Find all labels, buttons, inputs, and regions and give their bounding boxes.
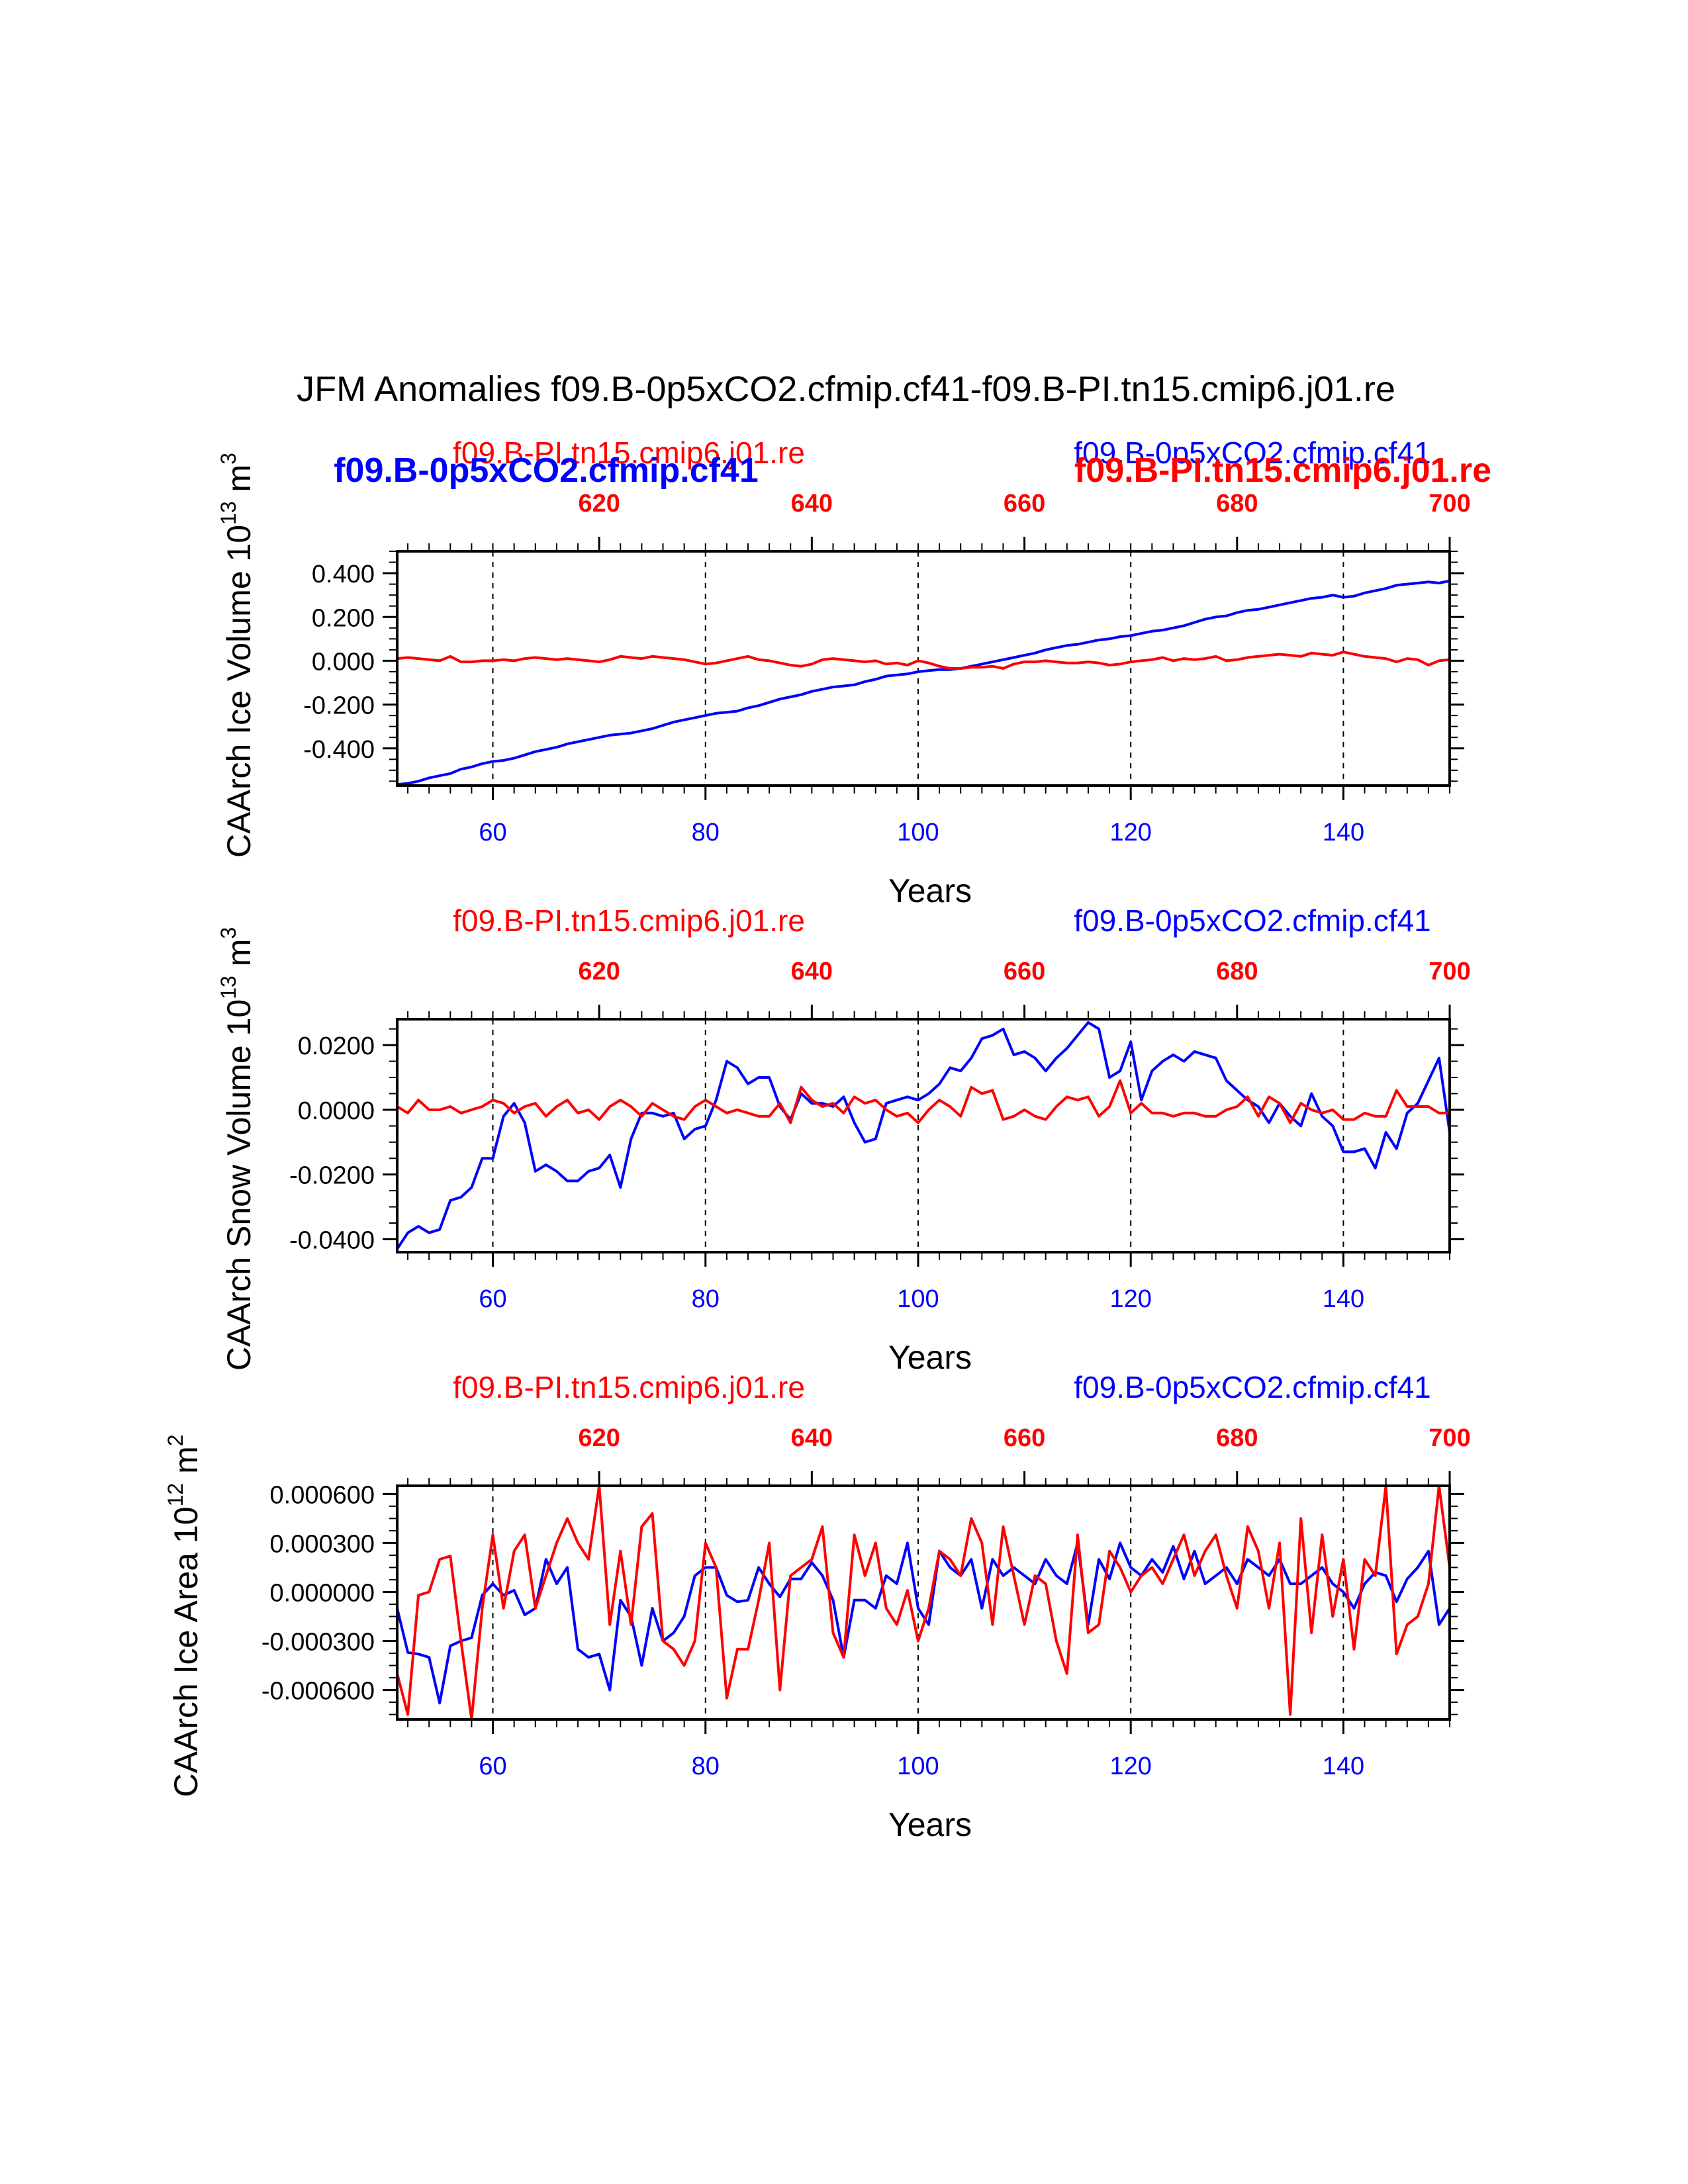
top-x-tick-label: 620 xyxy=(578,958,620,985)
panel-ice-volume: -0.400 -0.200 0.000 0.200 0.400 60 80 100 120 140… xyxy=(216,435,1491,909)
plot-frame xyxy=(396,1018,1451,1253)
y-axis-title-part: CAArch Ice Area 10 xyxy=(167,1506,205,1797)
x-axis-title: Years xyxy=(888,872,972,909)
y-tick-label: 0.000000 xyxy=(270,1579,375,1607)
x-axis-title: Years xyxy=(888,1339,972,1376)
top-x-tick-label: 680 xyxy=(1216,490,1258,518)
y-axis-title: CAArch Ice Volume 1013 m3 xyxy=(216,453,258,858)
top-x-tick-label: 640 xyxy=(791,1424,833,1452)
x-axis-title: Years xyxy=(888,1806,972,1843)
series-line-control xyxy=(397,1486,1450,1719)
panel-snow-volume: -0.0400 -0.0200 0.0000 0.0200 60 80 100 120 140 6… xyxy=(216,903,1471,1376)
x-tick-label: 60 xyxy=(479,1285,506,1313)
control-legend-bold: f09.B-PI.tn15.cmip6.j01.re xyxy=(1074,451,1491,490)
y-tick-label: 0.000 xyxy=(312,648,375,676)
top-x-tick-label: 620 xyxy=(578,490,620,518)
panel-ice-area: -0.000600 -0.000300 0.000000 0.000300 0.0006… xyxy=(164,1370,1471,1843)
y-axis-title-part: CAArch Snow Volume 10 xyxy=(220,999,258,1371)
top-x-tick-label: 680 xyxy=(1216,958,1258,985)
y-tick-label: 0.200 xyxy=(312,604,375,632)
x-tick-label: 140 xyxy=(1323,1752,1364,1780)
y-axis-title-part: m xyxy=(220,465,258,502)
y-tick-label: -0.0200 xyxy=(289,1162,375,1190)
case-series-label: f09.B-0p5xCO2.cfmip.cf41 xyxy=(1074,903,1430,938)
plot-frame xyxy=(396,550,1451,787)
x-tick-label: 120 xyxy=(1109,819,1151,846)
top-x-tick-label: 640 xyxy=(791,490,833,518)
case-series-label: f09.B-0p5xCO2.cfmip.cf41 xyxy=(1074,1370,1430,1404)
x-tick-label: 140 xyxy=(1323,819,1364,846)
control-series-label: f09.B-PI.tn15.cmip6.j01.re xyxy=(453,903,805,938)
case-series-label: f09.B-0p5xCO2.cfmip.cf41 xyxy=(1074,435,1430,470)
y-tick-label: -0.400 xyxy=(303,736,375,764)
x-tick-label: 80 xyxy=(692,819,720,846)
x-tick-label: 120 xyxy=(1109,1752,1151,1780)
plot-frame xyxy=(396,1484,1451,1721)
series-line-case xyxy=(397,1021,1450,1250)
y-tick-label: 0.000300 xyxy=(270,1530,375,1558)
y-axis-title: CAArch Snow Volume 1013 m3 xyxy=(216,927,258,1371)
y-axis-title-part: 12 xyxy=(164,1483,187,1507)
y-axis-title-part: 3 xyxy=(216,927,240,939)
top-x-tick-label: 660 xyxy=(1004,490,1045,518)
x-tick-label: 120 xyxy=(1109,1285,1151,1313)
x-tick-label: 80 xyxy=(692,1752,720,1780)
top-x-tick-label: 640 xyxy=(791,958,833,985)
top-x-tick-label: 700 xyxy=(1429,1424,1470,1452)
y-tick-label: -0.0400 xyxy=(289,1226,375,1254)
control-series-label: f09.B-PI.tn15.cmip6.j01.re xyxy=(453,1370,805,1404)
x-tick-label: 100 xyxy=(897,819,939,846)
series-line-control xyxy=(397,651,1450,670)
top-x-tick-label: 660 xyxy=(1004,958,1045,985)
x-tick-label: 100 xyxy=(897,1752,939,1780)
y-axis-title-part: 13 xyxy=(216,976,240,999)
top-x-tick-label: 660 xyxy=(1004,1424,1045,1452)
x-tick-label: 140 xyxy=(1323,1285,1364,1313)
x-tick-label: 80 xyxy=(692,1285,720,1313)
y-tick-label: 0.0000 xyxy=(298,1097,375,1125)
y-axis-title-part: 2 xyxy=(164,1434,187,1446)
top-x-tick-label: 700 xyxy=(1429,958,1470,985)
top-x-tick-label: 620 xyxy=(578,1424,620,1452)
y-axis-title-part: 3 xyxy=(216,453,240,465)
y-axis-title-part: m xyxy=(220,939,258,976)
y-tick-label: 0.400 xyxy=(312,561,375,588)
top-x-tick-label: 700 xyxy=(1429,490,1470,518)
top-x-tick-label: 680 xyxy=(1216,1424,1258,1452)
y-tick-label: 0.0200 xyxy=(298,1032,375,1060)
y-axis-title: CAArch Ice Area 1012 m2 xyxy=(164,1434,205,1797)
y-axis-title-part: m xyxy=(167,1446,205,1483)
y-tick-label: -0.000600 xyxy=(261,1678,375,1706)
y-tick-label: 0.000600 xyxy=(270,1481,375,1509)
x-tick-label: 100 xyxy=(897,1285,939,1313)
control-series-label: f09.B-PI.tn15.cmip6.j01.re xyxy=(453,435,805,470)
y-tick-label: -0.200 xyxy=(303,692,375,720)
x-tick-label: 60 xyxy=(479,1752,506,1780)
y-axis-title-part: 13 xyxy=(216,501,240,525)
case-legend-bold: f09.B-0p5xCO2.cfmip.cf41 xyxy=(334,451,759,490)
figure-title: JFM Anomalies f09.B-0p5xCO2.cfmip.cf41-f… xyxy=(297,369,1395,409)
series-line-control xyxy=(397,1079,1450,1124)
x-tick-label: 60 xyxy=(479,819,506,846)
y-axis-title-part: CAArch Ice Volume 10 xyxy=(220,525,258,858)
y-tick-label: -0.000300 xyxy=(261,1629,375,1657)
series-line-case xyxy=(397,579,1450,786)
